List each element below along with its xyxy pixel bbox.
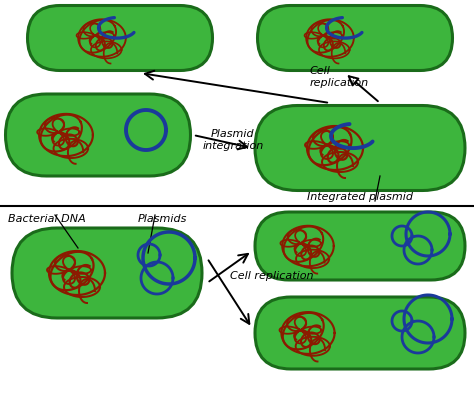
- FancyBboxPatch shape: [255, 297, 465, 369]
- FancyBboxPatch shape: [12, 228, 202, 318]
- FancyBboxPatch shape: [257, 7, 453, 71]
- Text: Plasmids: Plasmids: [138, 214, 187, 223]
- Text: Integrated plasmid: Integrated plasmid: [307, 192, 413, 202]
- FancyBboxPatch shape: [6, 95, 191, 177]
- FancyBboxPatch shape: [255, 212, 465, 280]
- FancyBboxPatch shape: [27, 7, 212, 71]
- FancyBboxPatch shape: [255, 106, 465, 191]
- Text: Bacterial DNA: Bacterial DNA: [8, 214, 86, 223]
- Text: Cell replication: Cell replication: [230, 271, 313, 280]
- Text: Cell
replication: Cell replication: [310, 66, 369, 88]
- Text: Plasmid
integration: Plasmid integration: [202, 129, 264, 150]
